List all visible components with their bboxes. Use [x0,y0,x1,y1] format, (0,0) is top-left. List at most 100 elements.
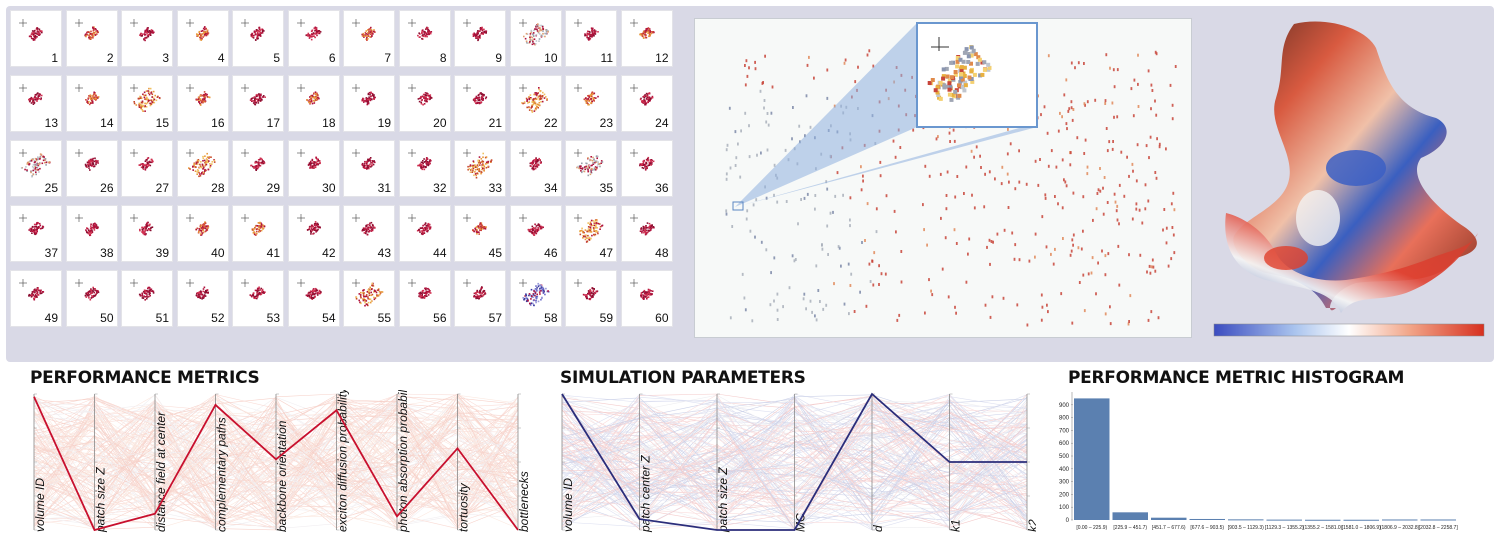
thumbnail-39[interactable]: 39 [121,205,173,262]
thumbnail-point [36,166,39,169]
thumbnail-1[interactable]: 1 [10,10,62,67]
thumbnail-7[interactable]: 7 [343,10,395,67]
tsne-scatter[interactable] [695,19,1191,337]
thumbnail-24[interactable]: 24 [620,75,673,132]
thumbnail-36[interactable]: 36 [620,140,673,197]
thumbnail-21[interactable]: 21 [454,75,506,132]
thumbnail-12[interactable]: 12 [620,10,673,67]
axis-8[interactable]: bottlenecks [517,393,528,532]
thumbnail-38[interactable]: 38 [65,205,118,262]
thumbnail-20[interactable]: 20 [398,75,451,132]
thumbnail-5[interactable]: 5 [232,10,284,67]
thumbnail-point [596,157,598,160]
thumbnail-28[interactable]: 28 [176,140,229,197]
thumbnail-29[interactable]: 29 [232,140,284,197]
tsne-point [1136,143,1139,147]
thumbnail-42[interactable]: 42 [287,205,340,262]
thumbnail-point [472,169,474,171]
axis-7[interactable]: tortuosity [457,393,471,532]
thumbnail-2[interactable]: 2 [65,10,118,67]
thumbnail-53[interactable]: 53 [232,270,284,327]
thumbnail-57[interactable]: 57 [454,270,506,327]
thumbnail-35[interactable]: 35 [565,140,617,197]
thumbnail-17[interactable]: 17 [232,75,284,132]
thumbnail-37[interactable]: 37 [10,205,62,262]
zoom-inset[interactable] [916,22,1038,128]
thumbnail-6[interactable]: 6 [287,10,340,67]
thumbnail-15[interactable]: 15 [121,75,173,132]
thumbnail-41[interactable]: 41 [232,205,284,262]
thumbnail-54[interactable]: 54 [287,270,340,327]
thumbnail-46[interactable]: 46 [509,205,562,262]
thumbnail-59[interactable]: 59 [565,270,617,327]
thumbnail-16[interactable]: 16 [176,75,229,132]
thumbnail-32[interactable]: 32 [398,140,451,197]
axis-0[interactable]: volume ID [561,393,575,532]
thumbnail-point [355,298,358,300]
thumbnail-point [539,289,542,292]
thumbnail-13[interactable]: 13 [10,75,62,132]
thumbnail-point [371,229,374,231]
thumbnail-25[interactable]: 25 [10,140,62,197]
thumbnail-48[interactable]: 48 [620,205,673,262]
thumbnail-point [640,33,642,36]
thumbnail-33[interactable]: 33 [454,140,506,197]
thumbnail-point [368,291,370,294]
thumbnail-27[interactable]: 27 [121,140,173,197]
thumbnail-11[interactable]: 11 [565,10,617,67]
highlighted-polyline[interactable] [33,396,519,532]
thumbnail-26[interactable]: 26 [65,140,118,197]
thumbnail-point [34,291,36,294]
tsne-point [945,207,948,211]
thumbnail-31[interactable]: 31 [343,140,395,197]
thumbnail-58[interactable]: 58 [509,270,562,327]
axis-3[interactable]: complementary paths [215,393,229,532]
thumbnail-10[interactable]: 10 [509,10,562,67]
thumbnail-56[interactable]: 56 [398,270,451,327]
thumbnail-18[interactable]: 18 [287,75,340,132]
thumbnail-14[interactable]: 14 [65,75,118,132]
thumbnail-19[interactable]: 19 [343,75,395,132]
thumbnail-60[interactable]: 60 [620,270,673,327]
thumbnail-49[interactable]: 49 [10,270,62,327]
tsne-point [791,137,793,141]
thumbnail-point [255,168,257,171]
zoom-source-box[interactable] [732,201,744,211]
thumbnail-point [147,33,150,36]
axis-2[interactable]: distance field at center [154,393,168,532]
thumbnail-22[interactable]: 22 [509,75,562,132]
tsne-projection-view[interactable] [694,18,1192,338]
thumbnail-52[interactable]: 52 [176,270,229,327]
thumbnail-9[interactable]: 9 [454,10,506,67]
surface-3d-view[interactable] [1206,18,1494,348]
axis-0[interactable]: volume ID [33,393,47,532]
thumbnail-point [650,225,653,227]
thumbnail-23[interactable]: 23 [565,75,617,132]
tsne-point [773,193,775,197]
axis-4[interactable]: backbone orientation [275,393,289,532]
thumbnail-point [644,293,646,295]
thumbnail-34[interactable]: 34 [509,140,562,197]
thumbnail-55[interactable]: 55 [343,270,395,327]
axis-6[interactable]: photon absorption probability [396,390,410,533]
thumbnail-45[interactable]: 45 [454,205,506,262]
thumbnail-point [34,296,36,299]
thumbnail-point [362,294,365,296]
thumbnail-8[interactable]: 8 [398,10,451,67]
thumbnail-30[interactable]: 30 [287,140,340,197]
thumbnail-50[interactable]: 50 [65,270,118,327]
thumbnail-point [586,102,588,104]
thumbnail-point [485,32,487,34]
thumbnail-point [487,161,489,164]
thumbnail-43[interactable]: 43 [343,205,395,262]
morphology-surface[interactable] [1206,18,1494,348]
thumbnail-point [648,289,650,291]
thumbnail-3[interactable]: 3 [121,10,173,67]
thumbnail-4[interactable]: 4 [176,10,229,67]
thumbnail-44[interactable]: 44 [398,205,451,262]
thumbnail-40[interactable]: 40 [176,205,229,262]
thumbnail-47[interactable]: 47 [565,205,617,262]
thumbnail-51[interactable]: 51 [121,270,173,327]
